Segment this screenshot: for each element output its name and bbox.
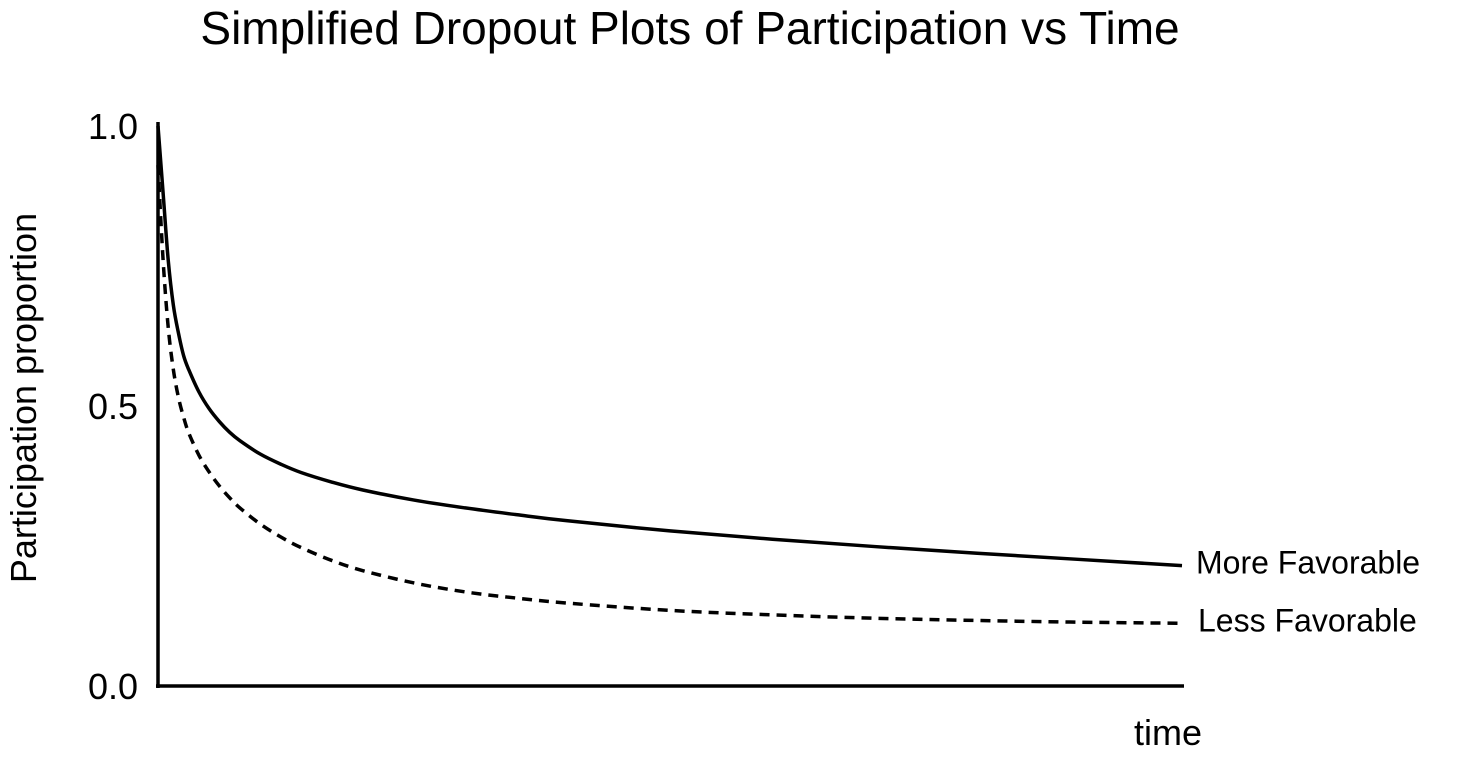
series-label-more-favorable: More Favorable [1196,545,1420,581]
y-tick-label: 0.0 [88,666,138,707]
y-axis-label: Participation proportion [3,213,44,583]
series-label-less-favorable: Less Favorable [1198,602,1417,638]
y-tick-label: 0.5 [88,386,138,427]
y-tick-label: 1.0 [88,106,138,147]
x-axis-label: time [1134,712,1202,753]
series-line-less-favorable [156,165,1183,626]
series-labels: More Favorable Less Favorable [1196,545,1420,639]
y-tick-labels: 0.0 0.5 1.0 [88,106,138,707]
chart-title: Simplified Dropout Plots of Participatio… [200,2,1179,54]
series-line-more-favorable [156,125,1183,568]
series-lines [156,125,1183,626]
